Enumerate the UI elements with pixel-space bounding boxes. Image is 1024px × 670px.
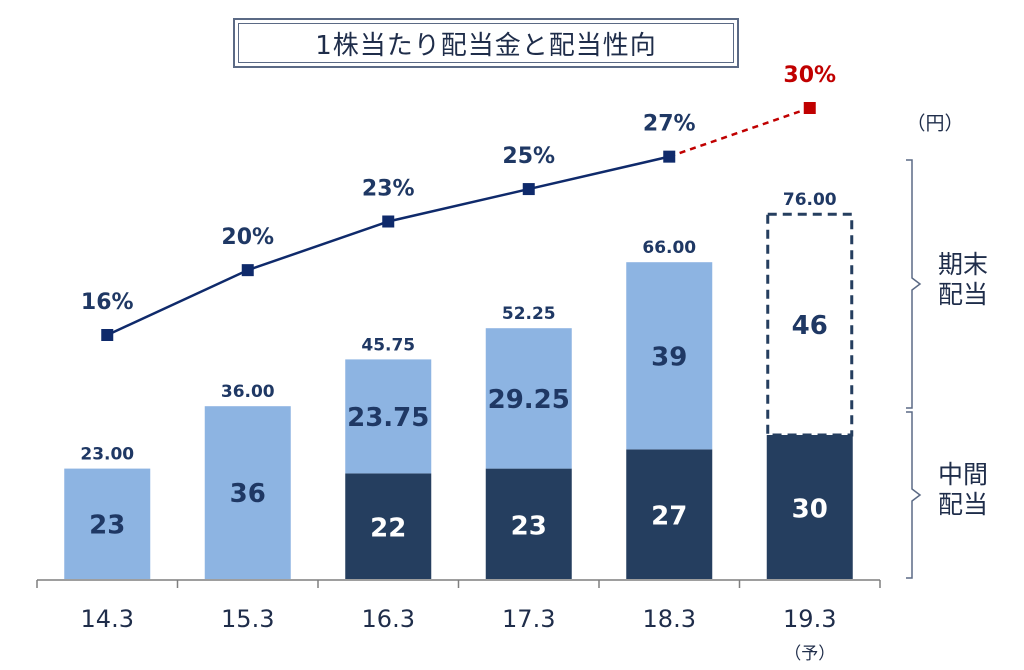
bar-interim [766,435,853,579]
forecast-note: （予） [784,644,835,664]
payout-ratio-marker [663,150,676,163]
bar-year-end-label: 46 [792,311,828,341]
payout-ratio-label: 30% [783,63,836,88]
payout-ratio-label: 20% [221,225,274,250]
unit-label: （円） [906,113,963,135]
payout-ratio-label: 27% [643,112,696,137]
payout-ratio-label: 23% [362,177,415,202]
bar-year-end [345,359,432,474]
bar-total-label: 66.00 [642,238,696,258]
x-tick-label: 18.3 [643,605,696,633]
payout-ratio-marker [382,215,395,228]
x-tick-label: 17.3 [502,605,555,633]
bar-total-label: 36.00 [221,382,275,402]
bar-year-end-label: 23 [89,510,125,540]
bar-total-label: 23.00 [80,445,134,465]
bar-interim-label: 30 [792,495,828,525]
bar-total-label: 76.00 [783,190,837,210]
payout-ratio-marker [101,329,114,341]
chart-title-frame: 1株当たり配当金と配当性向 [233,18,739,68]
bracket-label-interim: 中間 [938,460,988,489]
bracket-year-end [906,159,922,409]
bar-year-end [626,262,713,450]
bar-year-end-forecast [766,212,854,437]
bar-year-end-label: 23.75 [347,403,429,433]
chart-title: 1株当たり配当金と配当性向 [238,23,734,63]
bracket-label-interim: 配当 [938,490,988,519]
bar-total-label: 45.75 [361,335,415,355]
payout-ratio-forecast-line [668,106,811,158]
bar-interim [626,449,713,579]
x-tick-label: 15.3 [221,605,274,633]
bar-total-label: 52.25 [502,304,556,324]
x-tick-label: 19.3 [783,605,836,633]
bar-interim-label: 27 [651,502,687,532]
payout-ratio-label: 25% [502,144,555,169]
bar-year-end [64,468,151,579]
payout-ratio-label: 16% [81,290,134,315]
bar-interim-label: 23 [511,511,547,541]
bracket-interim [906,411,922,579]
bar-year-end-label: 39 [651,342,687,372]
bar-year-end-label: 36 [230,479,266,509]
bar-interim [345,473,432,579]
bar-interim-label: 22 [370,514,406,544]
x-tick-label: 14.3 [81,605,134,633]
payout-ratio-marker [522,183,535,196]
bar-interim [485,468,572,579]
x-tick-label: 16.3 [362,605,415,633]
payout-ratio-marker [803,102,816,114]
bracket-label-year-end: 配当 [938,280,988,309]
bar-year-end [485,328,572,469]
payout-ratio-marker [241,264,254,277]
bracket-label-year-end: 期末 [938,250,988,279]
bar-year-end-label: 29.25 [488,385,570,415]
bar-year-end [204,406,291,579]
